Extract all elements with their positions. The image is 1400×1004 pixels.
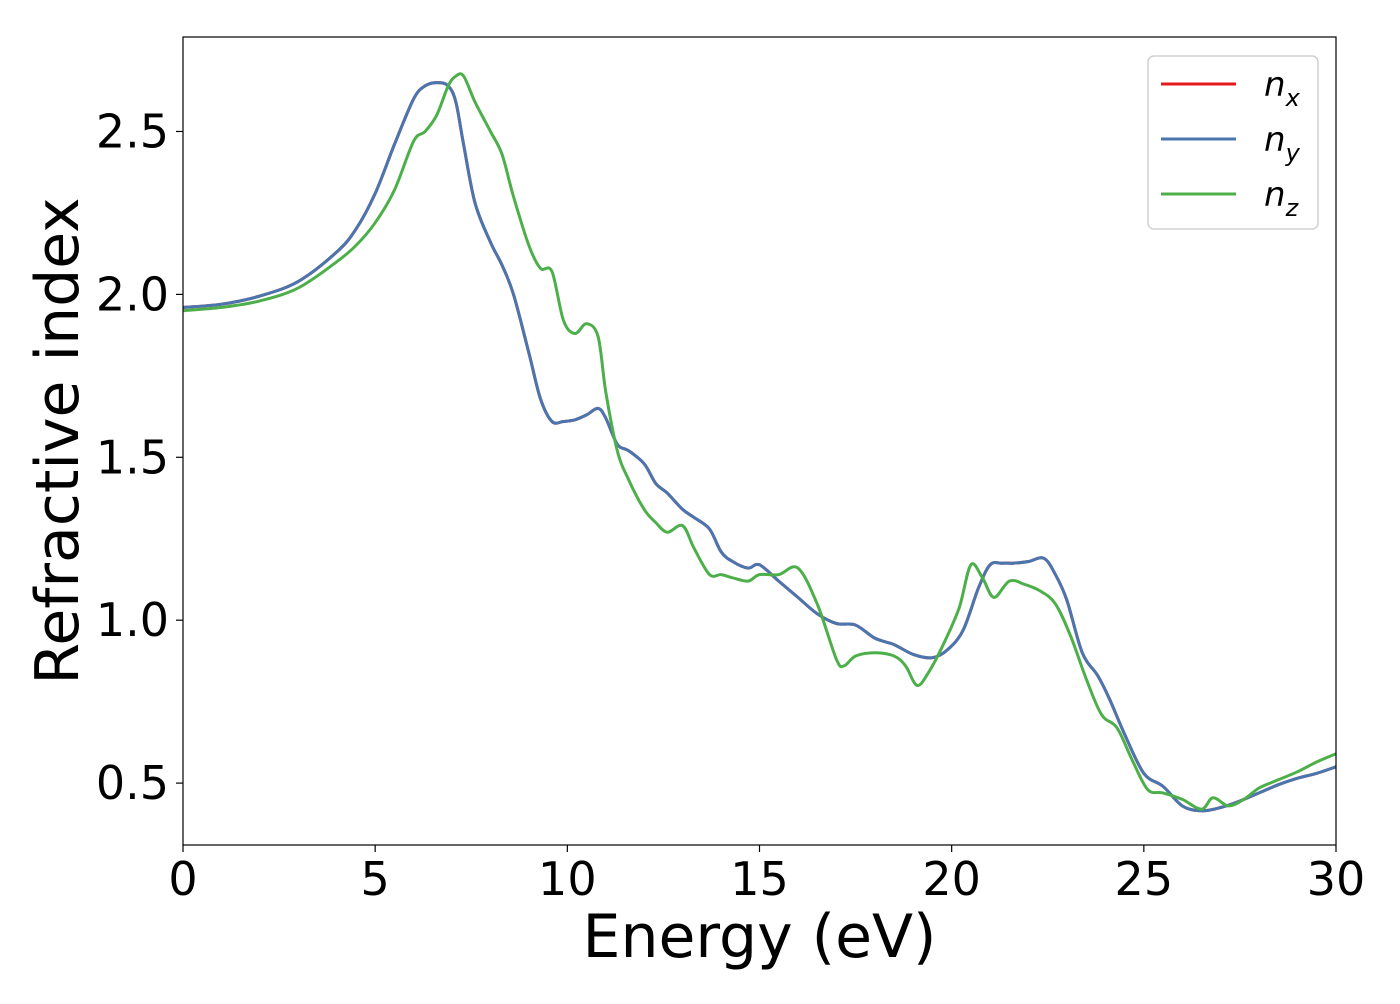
legend-label-y: ny xyxy=(1264,120,1301,167)
y-tick-label: 2.0 xyxy=(96,267,169,321)
x-tick-label: 20 xyxy=(922,852,981,906)
y-tick-label: 0.5 xyxy=(96,756,169,810)
x-tick-label: 5 xyxy=(361,852,390,906)
x-tick-label: 30 xyxy=(1307,852,1366,906)
y-tick-label: 1.0 xyxy=(96,593,169,647)
legend-label-x: nx xyxy=(1264,65,1301,112)
x-axis-label: Energy (eV) xyxy=(583,902,937,972)
series-line-n-y xyxy=(183,81,1336,813)
x-tick-label: 15 xyxy=(730,852,789,906)
x-tick-label: 25 xyxy=(1115,852,1174,906)
y-tick-label: 1.5 xyxy=(96,430,169,484)
x-tick-label: 0 xyxy=(168,852,197,906)
x-tick-label: 10 xyxy=(538,852,597,906)
axis-ticks: 0 5 10 15 20 25 30 0.5 1.0 1.5 2.0 2.5 xyxy=(96,104,1365,906)
y-axis-label: Refractive index xyxy=(23,197,93,684)
series-lines xyxy=(183,72,1336,813)
series-line-n-z xyxy=(183,72,1336,811)
legend-box xyxy=(1147,55,1319,230)
y-tick-label: 2.5 xyxy=(96,104,169,158)
